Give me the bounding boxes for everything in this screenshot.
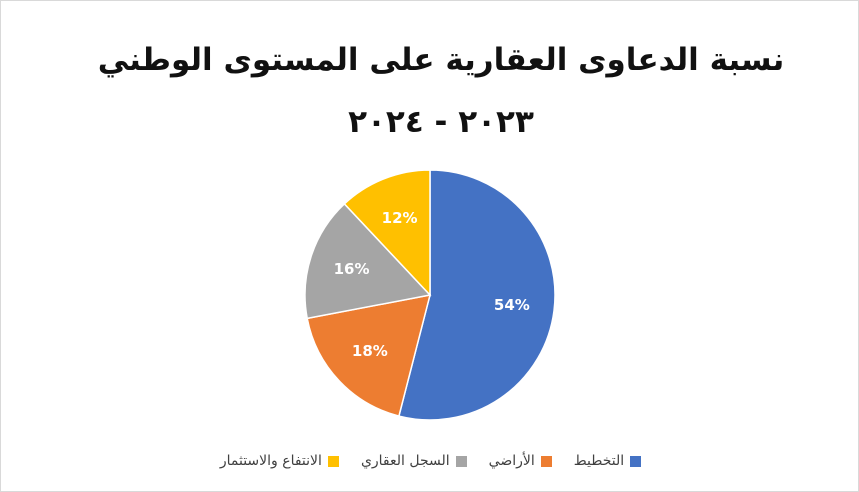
pie-slice bbox=[306, 294, 432, 417]
legend-swatch bbox=[630, 455, 642, 467]
chart: 54% 18% 16% 12% bbox=[304, 169, 556, 421]
legend-swatch bbox=[327, 455, 339, 467]
data-label: 12% bbox=[382, 209, 418, 227]
legend-item: الأراضي bbox=[489, 453, 552, 469]
legend-item: السجل العقاري bbox=[361, 453, 467, 469]
pie-slice bbox=[304, 202, 432, 320]
data-label: 18% bbox=[352, 342, 388, 360]
legend-swatch bbox=[540, 455, 552, 467]
pie-slice bbox=[398, 169, 556, 421]
data-label: 54% bbox=[494, 296, 530, 314]
legend-label: التخطيط bbox=[573, 453, 625, 469]
legend-label: السجل العقاري bbox=[360, 453, 450, 469]
chart-title: نسبة الدعاوى العقارية على المستوى الوطني… bbox=[97, 42, 785, 140]
data-label: 16% bbox=[334, 260, 370, 278]
legend: التخطيط الأراضي السجل العقاري الانتفاع والا… bbox=[1, 453, 859, 469]
legend-item: التخطيط bbox=[573, 453, 642, 469]
legend-item: الانتفاع والاستثمار bbox=[220, 453, 339, 469]
legend-label: الأراضي bbox=[488, 453, 535, 469]
legend-label: الانتفاع والاستثمار bbox=[219, 453, 322, 469]
pie-slice bbox=[343, 169, 431, 297]
legend-swatch bbox=[455, 455, 467, 467]
